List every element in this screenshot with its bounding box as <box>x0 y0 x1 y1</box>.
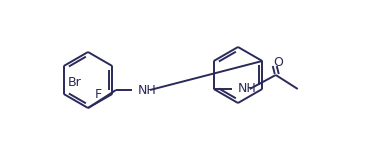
Text: NH: NH <box>238 82 256 95</box>
Text: F: F <box>95 87 102 101</box>
Text: Br: Br <box>68 76 81 89</box>
Text: NH: NH <box>138 84 157 96</box>
Text: O: O <box>273 56 283 69</box>
